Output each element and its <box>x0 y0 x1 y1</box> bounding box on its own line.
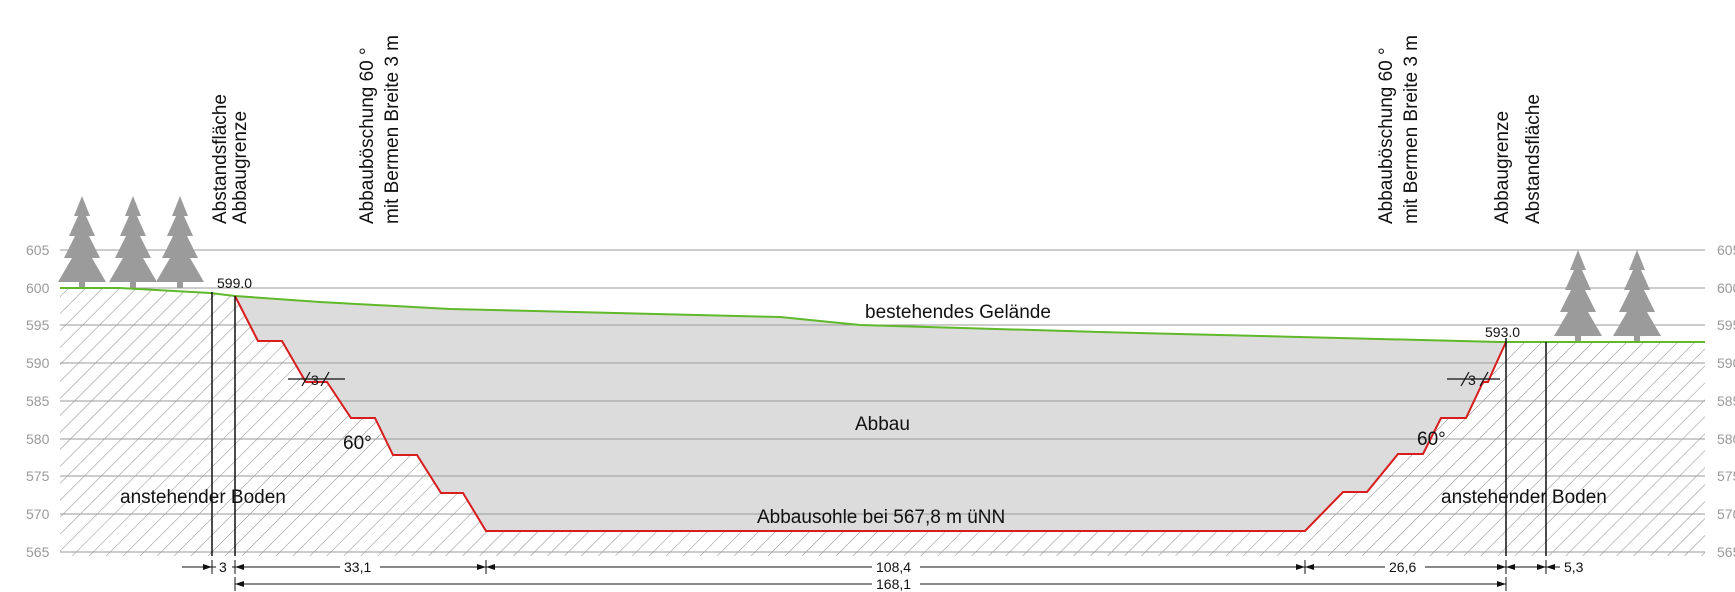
elev-tick-585: 585 <box>26 393 50 409</box>
spot-elevation-left: 599.0 <box>217 275 252 291</box>
elev-tick-585-right: 585 <box>1717 393 1735 409</box>
elevation-grid <box>60 249 1705 553</box>
elev-tick-605: 605 <box>26 242 50 258</box>
dimension-arrows-row-1 <box>203 564 1555 570</box>
elev-tick-595-right: 595 <box>1717 317 1735 333</box>
elev-tick-565-right: 565 <box>1717 544 1735 560</box>
berm-marker-right <box>1447 371 1500 387</box>
dimension-floor: 108,4 <box>876 559 911 575</box>
berm-width-right: 3 <box>1468 372 1476 388</box>
elev-tick-590-right: 590 <box>1717 355 1735 371</box>
tree-icon <box>1554 250 1602 342</box>
elevation-labels-left: 605 600 595 590 585 580 575 570 565 <box>26 242 50 560</box>
dimension-arrows-row-2 <box>235 581 1506 587</box>
elev-tick-580: 580 <box>26 431 50 447</box>
dimension-slope-left: 33,1 <box>344 559 371 575</box>
trees-left <box>58 196 204 288</box>
dimension-row-2 <box>234 577 1507 591</box>
dimension-label-masks <box>216 559 1594 592</box>
elevation-labels-right: 605 600 595 590 585 580 575 570 565 <box>1717 242 1735 560</box>
elev-tick-565: 565 <box>26 544 50 560</box>
dimension-buffer-left: 3 <box>219 559 227 575</box>
soil-label-left: anstehender Boden <box>120 487 286 508</box>
spot-elevation-right: 593.0 <box>1485 324 1520 340</box>
pit-area <box>235 296 1506 531</box>
elev-tick-575: 575 <box>26 468 50 484</box>
terrain-label: bestehendes Gelände <box>865 302 1051 323</box>
tree-icon <box>156 196 204 288</box>
elev-tick-570: 570 <box>26 506 50 522</box>
angle-label-right: 60° <box>1417 429 1446 450</box>
label-right-slope-line2: mit Bermen Breite 3 m <box>1401 35 1422 224</box>
boundary-lines <box>211 292 1547 556</box>
tree-icon <box>109 196 157 288</box>
label-left-limit: Abbaugrenze <box>230 111 251 224</box>
berm-marker-left <box>288 371 345 387</box>
dimension-total: 168,1 <box>876 576 911 592</box>
label-left-buffer: Abstandsfläche <box>210 94 231 224</box>
tree-icon <box>58 196 106 288</box>
elev-tick-600-right: 600 <box>1717 280 1735 296</box>
angle-label-left: 60° <box>343 433 372 454</box>
label-right-slope-line1: Abbauböschung 60 ° <box>1376 47 1397 224</box>
berm-width-left: 3 <box>311 372 319 388</box>
dimension-buffer-right: 5,3 <box>1564 559 1584 575</box>
label-right-limit: Abbaugrenze <box>1492 111 1513 224</box>
pit-label: Abbau <box>855 414 910 435</box>
elev-tick-570-right: 570 <box>1717 506 1735 522</box>
elev-tick-590: 590 <box>26 355 50 371</box>
label-left-slope-line2: mit Bermen Breite 3 m <box>382 35 403 224</box>
elev-tick-605-right: 605 <box>1717 242 1735 258</box>
trees-right <box>1554 250 1661 342</box>
tree-icon <box>1613 250 1661 342</box>
label-left-slope-line1: Abbauböschung 60 ° <box>357 47 378 224</box>
label-right-buffer: Abstandsfläche <box>1523 94 1544 224</box>
floor-label: Abbausohle bei 567,8 m üNN <box>757 507 1005 528</box>
dimension-slope-right: 26,6 <box>1389 559 1416 575</box>
elev-tick-575-right: 575 <box>1717 468 1735 484</box>
excavation-profile <box>234 295 1507 532</box>
elev-tick-595: 595 <box>26 317 50 333</box>
elev-tick-580-right: 580 <box>1717 431 1735 447</box>
elev-tick-600: 600 <box>26 280 50 296</box>
terrain-line <box>60 287 1705 343</box>
soil-label-right: anstehender Boden <box>1441 487 1607 508</box>
